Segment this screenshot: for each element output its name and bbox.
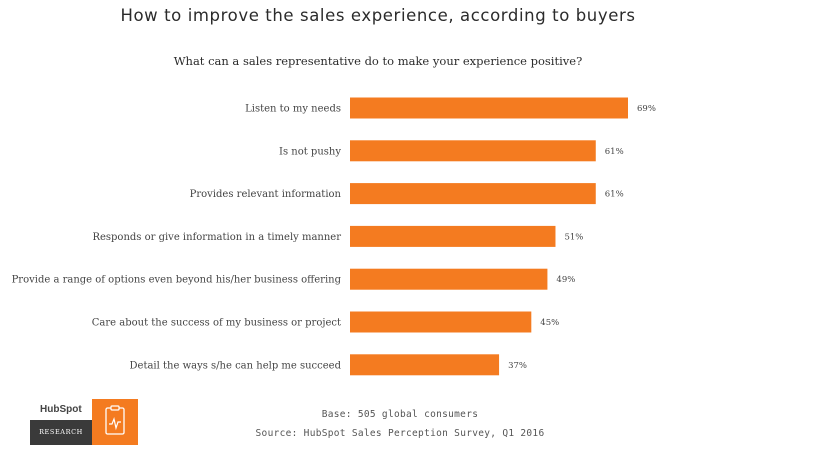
category-label: Detail the ways s/he can help me succeed: [130, 360, 342, 371]
logo-brand: HubSpot: [40, 404, 82, 415]
logo-tag: RESEARCH: [30, 420, 92, 445]
bar: [350, 140, 596, 162]
chart-subtitle: What can a sales representative do to ma…: [173, 54, 583, 68]
bar: [350, 354, 500, 376]
value-label: 37%: [508, 361, 527, 371]
category-label: Responds or give information in a timely…: [92, 232, 341, 243]
category-label: Care about the success of my business or…: [92, 318, 341, 329]
clipboard-chart-icon: [92, 399, 138, 445]
bar-chart: Listen to my needs 69% Is not pushy 61% Prov…: [12, 97, 656, 376]
bar: [350, 268, 548, 290]
value-label: 61%: [605, 147, 624, 157]
value-label: 45%: [540, 318, 559, 328]
value-label: 61%: [605, 190, 624, 200]
category-label: Provide a range of options even beyond h…: [12, 275, 342, 286]
category-label: Listen to my needs: [245, 104, 341, 115]
category-label: Provides relevant information: [190, 189, 342, 200]
bar: [350, 225, 556, 247]
value-label: 51%: [564, 232, 583, 242]
source-note: Source: HubSpot Sales Perception Survey,…: [255, 428, 545, 439]
bar: [350, 97, 628, 119]
category-label: Is not pushy: [279, 146, 341, 157]
value-label: 69%: [637, 104, 656, 114]
base-note: Base: 505 global consumers: [321, 409, 479, 420]
value-label: 49%: [556, 275, 575, 285]
hubspot-research-logo: HubSpot RESEARCH: [30, 399, 138, 445]
bar: [350, 183, 596, 205]
bar: [350, 311, 532, 333]
chart-title: How to improve the sales experience, acc…: [120, 6, 636, 25]
